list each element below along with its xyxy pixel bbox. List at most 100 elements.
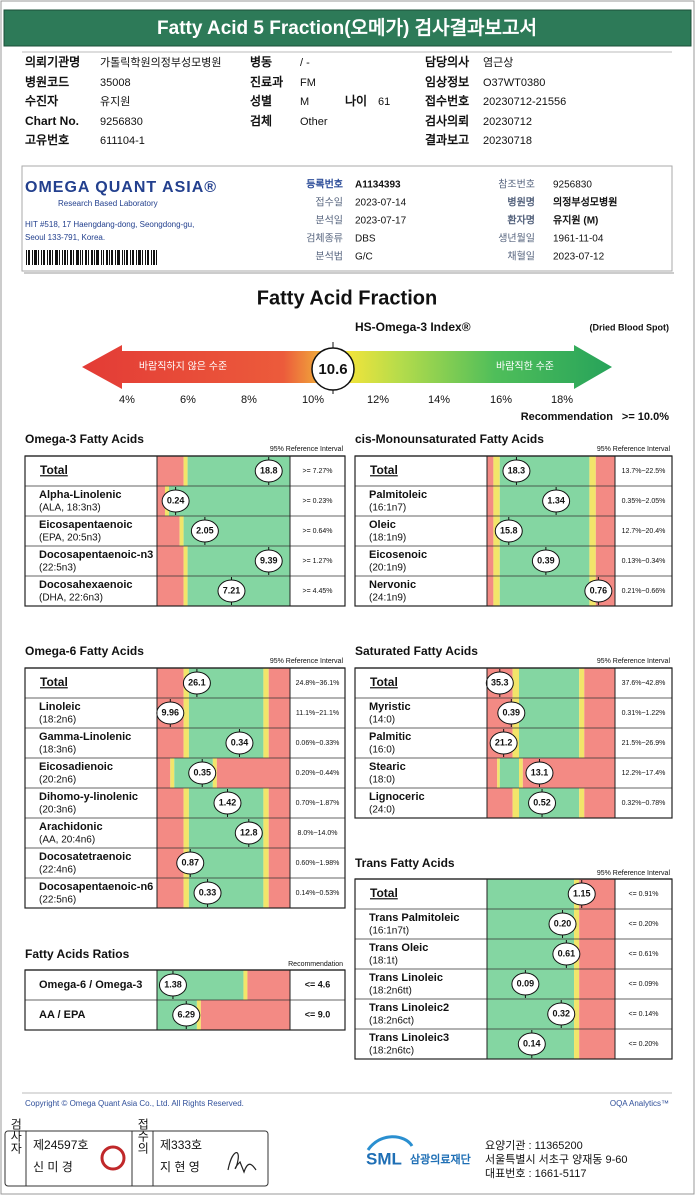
info-label: 분석일 [315,215,343,227]
scale-label: 8% [241,394,257,406]
row-ref: 0.35%~2.05% [622,498,666,505]
panel-title: Omega-6 Fatty Acids [25,644,144,658]
barcode-bar [43,250,45,265]
row-ref: 0.60%~1.98% [296,860,340,867]
marker [254,549,283,573]
barcode-bar [34,250,37,265]
row-name: Trans Linoleic [369,972,443,984]
range-zone [487,576,494,606]
range-zone [493,546,500,576]
range-zone [263,818,269,848]
row-value: 7.21 [223,585,241,595]
marker [517,1032,546,1056]
field-label: 접수번호 [425,93,469,108]
info-value: DBS [355,234,376,245]
range-zone [595,456,615,486]
marker [225,731,254,755]
lab-tagline: Research Based Laboratory [58,199,158,208]
field-label: 성별 [250,93,272,108]
barcode-bar [145,250,146,265]
barcode [26,250,157,265]
row-name: Omega-6 / Omega-3 [39,979,142,991]
range-zone [157,486,165,516]
range-zone [512,668,519,698]
barcode-bar [91,250,93,265]
barcode-bar [64,250,66,265]
range-zone [574,969,580,999]
range-zone [519,758,523,788]
range-zone [268,848,290,878]
row-value: 9.39 [260,555,278,565]
range-zone [589,456,596,486]
info-value: 9256830 [553,180,592,191]
barcode-bar [62,250,63,265]
row-name: Total [370,463,398,477]
marker [217,579,246,603]
marker [552,942,581,966]
range-zone [268,728,290,758]
range-zone [157,788,184,818]
barcode-bar [80,250,81,265]
range-zone [579,999,615,1029]
copyright: Copyright © Omega Quant Asia Co., Ltd. A… [25,1099,244,1108]
field-value: 염근상 [483,56,513,69]
range-zone [519,728,580,758]
range-zone [263,878,269,908]
marker [193,881,222,905]
range-zone [268,878,290,908]
row-ref: <= 0.14% [629,1011,659,1018]
range-zone [157,456,184,486]
info-label: 채혈일 [507,250,535,263]
row-name: Palmitoleic [369,489,427,501]
marker [172,1003,201,1027]
marker [213,791,242,815]
range-zone [200,1000,290,1030]
range-zone [595,516,615,546]
row-sub: (18:2n6) [39,715,76,726]
barcode-bar [138,250,141,265]
row-name: Eicosadienoic [39,761,113,773]
range-zone [487,456,494,486]
row-sub: (20:2n6) [39,775,76,786]
barcode-bar [49,250,51,265]
field-label: Chart No. [25,114,79,128]
contact-line: 대표번호 : 1661-5117 [485,1167,586,1180]
range-zone [574,1029,580,1059]
barcode-bar [55,250,58,265]
barcode-bar [147,250,149,265]
info-label: 생년월일 [498,233,535,245]
row-name: Docosapentaenoic-n3 [39,549,153,561]
range-zone [268,818,290,848]
barcode-bar [132,250,134,265]
row-value: 0.39 [503,707,521,717]
range-zone [579,698,585,728]
range-zone [487,758,498,788]
range-zone [157,728,184,758]
barcode-bar [47,250,48,265]
table-border [24,969,346,1031]
range-zone [497,758,500,788]
field-label: 수진자 [25,93,58,108]
field-value: 20230718 [483,135,532,147]
barcode-bar [59,250,60,265]
row-sub: (DHA, 22:6n3) [39,593,103,604]
range-zone [579,939,615,969]
row-value: 1.15 [573,888,591,898]
row-name: Myristic [369,701,411,713]
row-name: Linoleic [39,701,81,713]
signature [227,1152,257,1174]
row-sub: (14:0) [369,715,395,726]
range-zone [188,698,264,728]
table-border [354,878,673,1060]
barcode-bar [142,250,143,265]
row-sub: (22:5n3) [39,563,76,574]
row-sub: (22:5n6) [39,895,76,906]
panel-note: Recommendation [288,961,343,968]
gauge-low-label: 바람직하지 않은 수준 [139,360,227,373]
signer-name: 신 미 경 [33,1160,73,1174]
range-zone [493,486,500,516]
barcode-bar [73,250,74,265]
barcode-bar [82,250,83,265]
scale-label: 12% [367,394,389,406]
range-zone [183,456,188,486]
